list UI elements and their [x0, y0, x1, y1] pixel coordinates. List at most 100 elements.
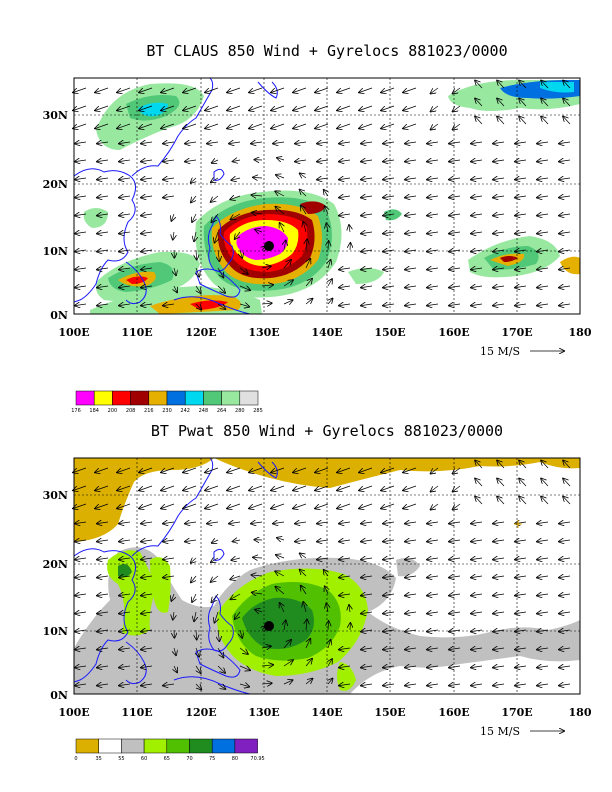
wind-vector — [293, 87, 307, 93]
wind-vector — [276, 175, 285, 178]
wind-vector — [328, 679, 333, 684]
wind-vector — [449, 214, 461, 216]
wind-vector — [361, 232, 373, 234]
wind-vector — [405, 576, 417, 578]
wind-vector — [141, 666, 153, 668]
wind-vector — [191, 558, 196, 563]
colorbar-label: 242 — [180, 408, 190, 414]
wind-vector — [139, 485, 153, 491]
wind-vector — [519, 117, 527, 125]
wind-vector — [361, 630, 373, 632]
wind-vector — [119, 522, 131, 524]
wind-vector — [119, 594, 131, 596]
panel-claus: BT CLAUS 850 Wind + Gyrelocs 881023/0000 — [43, 42, 592, 414]
wind-vector — [217, 665, 225, 673]
wind-vector — [515, 522, 527, 524]
wind-vector — [173, 231, 174, 240]
wind-vector — [183, 105, 197, 111]
wind-vector — [475, 497, 483, 505]
wind-vector — [75, 594, 87, 596]
wind-vector — [541, 461, 549, 469]
wind-vector — [328, 241, 329, 251]
wind-vector — [449, 522, 461, 524]
wind-vector — [174, 647, 176, 655]
wind-vector — [75, 576, 87, 578]
wind-vector — [230, 196, 241, 199]
wind-vector — [205, 485, 219, 491]
colorbar-label: 264 — [217, 408, 227, 414]
wind-vector — [75, 684, 87, 686]
wind-vector — [249, 105, 263, 111]
wind-vector — [161, 485, 175, 491]
secondary-gyre-marker — [514, 520, 522, 528]
colorbar-label: 285 — [253, 408, 263, 414]
grid-lines — [74, 458, 580, 694]
wind-vector — [427, 666, 439, 668]
lon-tick: 130E — [248, 706, 279, 719]
wind-vector — [405, 540, 417, 542]
wind-vector — [515, 666, 527, 668]
wind-vector — [117, 105, 131, 111]
wind-vector — [493, 268, 505, 270]
wind-vector — [97, 178, 109, 180]
wind-vector — [97, 630, 109, 632]
wind-vector — [559, 594, 571, 596]
wind-vector — [537, 250, 549, 252]
wind-vector — [427, 268, 439, 270]
wind-vector — [163, 196, 175, 198]
wind-vector — [217, 684, 225, 689]
wind-vector — [475, 117, 483, 125]
wind-vector — [283, 640, 291, 649]
wind-vector — [196, 267, 199, 277]
wind-vector — [493, 594, 505, 596]
wind-vector — [300, 570, 307, 577]
wind-vector — [305, 279, 312, 287]
wind-vector — [453, 87, 461, 94]
wind-vector — [97, 540, 109, 542]
lon-tick: 150E — [374, 326, 405, 339]
wind-vector — [405, 684, 417, 686]
wind-vector — [337, 485, 351, 491]
wind-vector — [271, 105, 285, 111]
wind-vector — [119, 178, 131, 180]
lat-tick: 20N — [43, 178, 68, 191]
wind-vector — [276, 587, 285, 595]
wind-vector — [255, 230, 263, 232]
colorbar-label: 65 — [164, 756, 170, 762]
wind-vector — [185, 540, 197, 542]
wind-vector — [163, 522, 175, 524]
wind-vector — [328, 640, 331, 649]
wind-vector — [471, 612, 483, 614]
wind-vector — [405, 268, 417, 270]
wind-vector — [453, 485, 461, 492]
wind-vector — [359, 87, 373, 93]
wind-vector — [383, 142, 395, 144]
wind-vector — [283, 300, 293, 304]
wind-vector — [253, 557, 263, 558]
colorbar-label: 75 — [209, 756, 215, 762]
wind-vector — [161, 87, 175, 93]
wind-vector — [449, 268, 461, 270]
wind-vector — [405, 594, 417, 596]
wind-vector — [559, 304, 571, 306]
wind-vector — [405, 612, 417, 614]
wind-vector — [405, 214, 417, 216]
wind-vector — [305, 679, 312, 685]
wind-vector — [293, 123, 307, 129]
wind-vector — [493, 214, 505, 216]
wind-vector — [328, 299, 333, 304]
wind-vector — [273, 522, 285, 524]
wind-vector — [449, 232, 461, 234]
lon-axis: 100E 110E 120E 130E 140E 150E 160E 170E … — [58, 326, 592, 339]
wind-vector — [383, 160, 395, 162]
wind-vector — [141, 232, 153, 234]
colorbar-label: 55 — [118, 756, 124, 762]
wind-vector — [75, 522, 87, 524]
wind-vector — [217, 304, 225, 309]
colorbar-label: 0 — [74, 756, 77, 762]
wind-vector — [293, 485, 307, 491]
wind-vector — [427, 178, 439, 180]
wind-vector — [305, 659, 312, 667]
wind-vector — [563, 81, 571, 89]
wind-vector — [252, 195, 263, 196]
